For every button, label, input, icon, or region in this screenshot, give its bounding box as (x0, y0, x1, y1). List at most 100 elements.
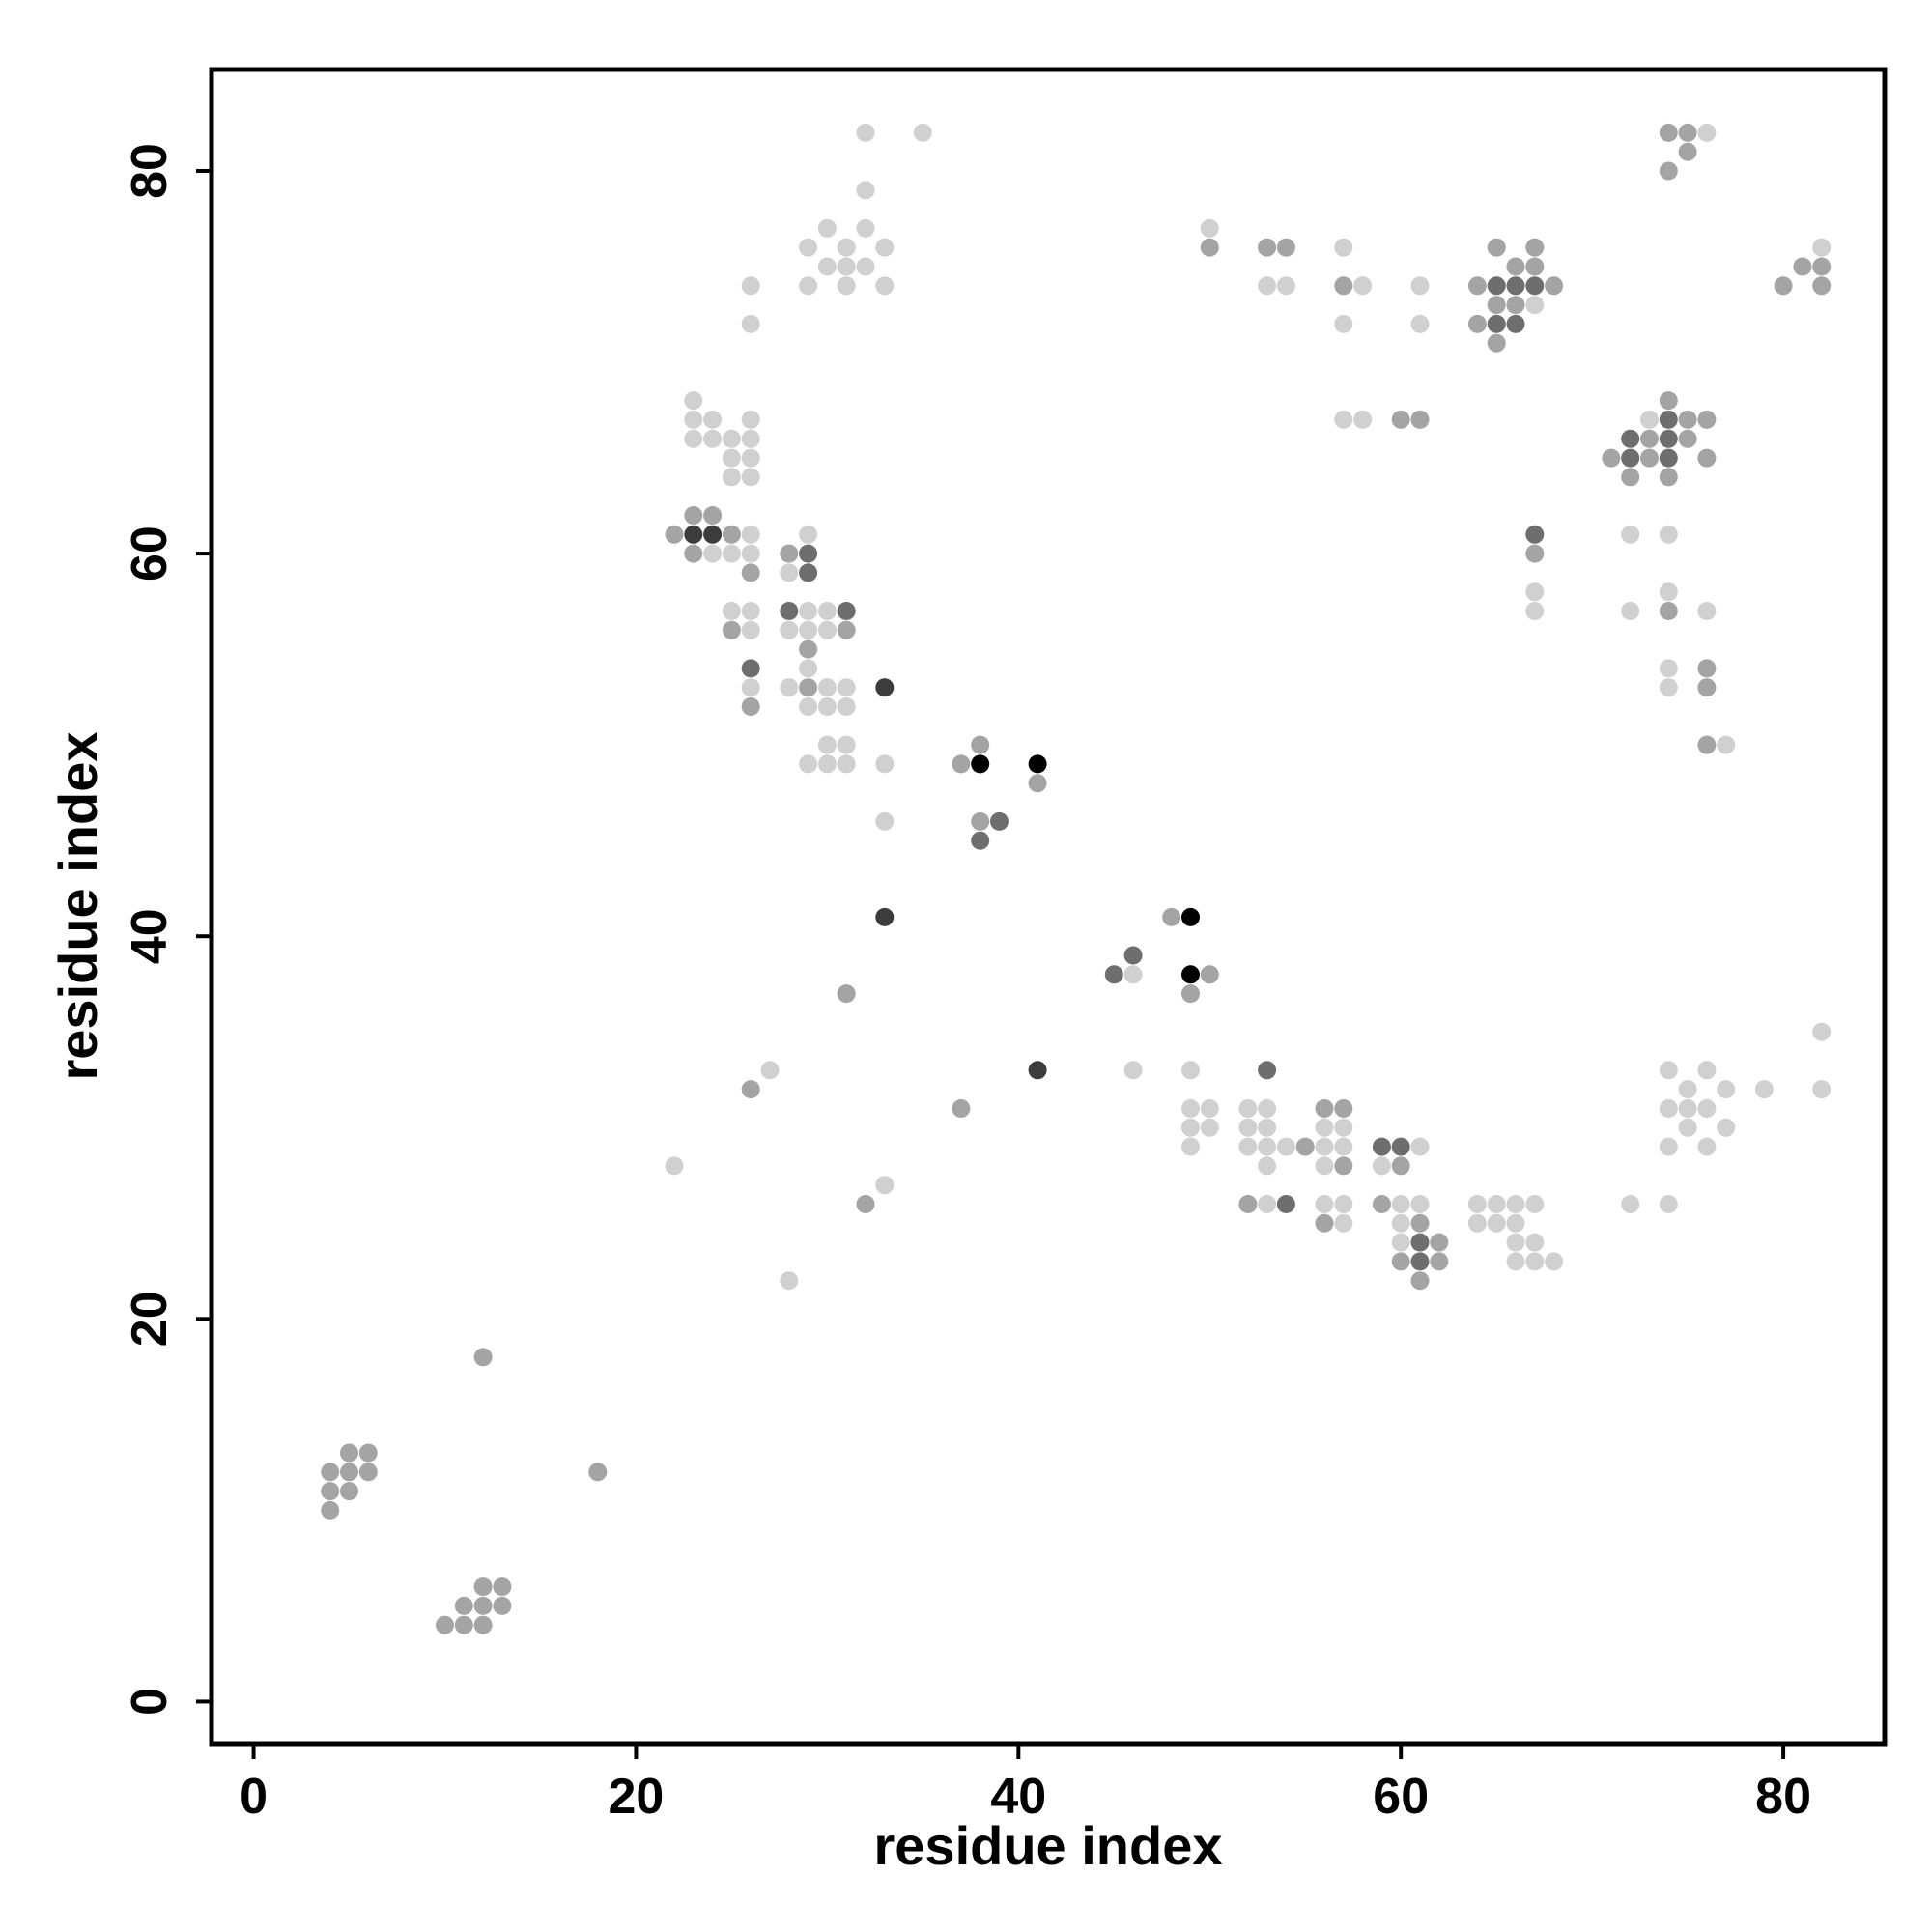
data-point (1123, 965, 1143, 984)
data-point (741, 697, 760, 716)
data-point (1276, 1195, 1295, 1213)
data-point (1621, 525, 1640, 544)
y-tick-label: 0 (122, 1688, 178, 1716)
data-point (1678, 142, 1697, 161)
x-axis: 0 20 40 60 80 (240, 1744, 1811, 1825)
data-point (1717, 1080, 1736, 1099)
data-point (1506, 1195, 1525, 1213)
data-point (837, 697, 856, 716)
data-point (780, 563, 799, 582)
data-point (1659, 468, 1678, 487)
data-point (684, 506, 703, 525)
data-point (1123, 946, 1143, 965)
data-point (1525, 276, 1545, 296)
data-point (1391, 1233, 1410, 1252)
data-point (1506, 1213, 1525, 1233)
data-point (913, 123, 932, 142)
data-point (1525, 525, 1545, 544)
data-point (1258, 1195, 1277, 1213)
data-point (741, 563, 760, 582)
data-point (1717, 735, 1736, 754)
data-point (741, 544, 760, 563)
data-point (1487, 1213, 1506, 1233)
data-point (1276, 238, 1295, 257)
data-point (1258, 1118, 1277, 1137)
data-point (780, 678, 799, 697)
data-point (1545, 276, 1564, 296)
data-point (1315, 1099, 1334, 1118)
data-point (684, 429, 703, 448)
data-point (1238, 1137, 1258, 1156)
plot-frame (209, 67, 1888, 1747)
data-point (454, 1615, 473, 1634)
data-point (1659, 448, 1678, 468)
data-point (1315, 1137, 1334, 1156)
data-point (454, 1596, 473, 1615)
data-point (1812, 257, 1832, 276)
data-point (1678, 123, 1697, 142)
data-point (1754, 1080, 1774, 1099)
data-point (1315, 1156, 1334, 1176)
data-point (1430, 1252, 1449, 1271)
data-point (1181, 907, 1200, 926)
data-point (1123, 1061, 1143, 1080)
data-point (1181, 984, 1200, 1004)
data-point (321, 1482, 340, 1501)
data-point (741, 276, 760, 296)
data-point (722, 468, 741, 487)
data-point (1812, 276, 1832, 296)
data-point (875, 754, 895, 774)
data-point (1697, 735, 1717, 754)
data-point (1238, 1099, 1258, 1118)
data-point (1410, 1233, 1430, 1252)
data-point (1487, 333, 1506, 353)
data-point (1334, 1099, 1353, 1118)
data-point (358, 1463, 378, 1482)
data-point (665, 1156, 684, 1176)
x-tick-label: 40 (990, 1769, 1046, 1825)
data-point (1506, 314, 1525, 333)
data-point (1659, 582, 1678, 602)
data-point (817, 678, 837, 697)
data-point (817, 257, 837, 276)
data-point (741, 620, 760, 639)
data-point (1640, 429, 1659, 448)
data-point (1391, 1213, 1410, 1233)
data-point (473, 1596, 493, 1615)
data-point (1697, 123, 1717, 142)
data-point (837, 735, 856, 754)
data-point (1410, 1252, 1430, 1271)
data-point (1545, 1252, 1564, 1271)
data-point (837, 257, 856, 276)
data-point (875, 907, 895, 926)
data-point (1372, 1137, 1391, 1156)
data-point (1410, 410, 1430, 429)
x-tick-label: 20 (609, 1769, 665, 1825)
data-point (1525, 238, 1545, 257)
data-point (1295, 1137, 1315, 1156)
data-point (1659, 429, 1678, 448)
data-point (1659, 678, 1678, 697)
data-point (1525, 602, 1545, 620)
data-point (817, 620, 837, 639)
data-point (799, 563, 818, 582)
data-point (1391, 1156, 1410, 1176)
data-point (1181, 1118, 1200, 1137)
y-axis: 0 20 40 60 80 (122, 143, 212, 1716)
x-tick-label: 0 (240, 1769, 268, 1825)
data-point (1028, 1061, 1047, 1080)
data-point (1334, 410, 1353, 429)
data-point (1315, 1195, 1334, 1213)
data-point (1602, 448, 1621, 468)
data-point (1678, 1080, 1697, 1099)
data-point (1181, 1137, 1200, 1156)
data-point (1659, 525, 1678, 544)
data-point (1659, 1099, 1678, 1118)
data-point (722, 602, 741, 620)
data-point (799, 238, 818, 257)
data-point (1258, 1099, 1277, 1118)
data-point (799, 678, 818, 697)
data-point (1334, 238, 1353, 257)
data-point (837, 238, 856, 257)
